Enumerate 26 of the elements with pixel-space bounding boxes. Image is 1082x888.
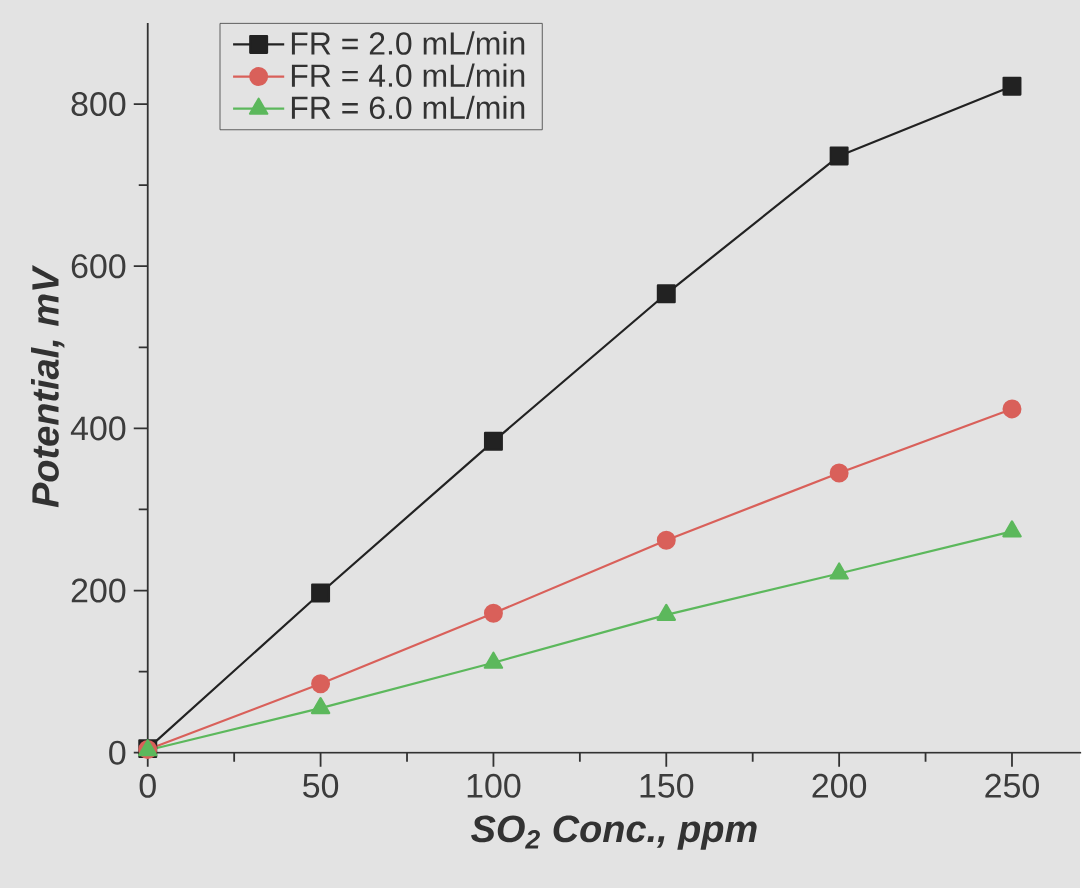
point <box>311 583 331 603</box>
x-axis-title: SO$_{2}$ Conc., ppm <box>471 815 757 850</box>
point <box>311 674 331 694</box>
point <box>829 463 849 483</box>
point <box>656 530 676 550</box>
y-tick-label: 800 <box>71 91 126 116</box>
point <box>483 431 503 451</box>
x-tick-label: 0 <box>139 773 156 798</box>
point <box>656 284 676 304</box>
y-tick-label: 400 <box>70 416 126 441</box>
x-tick-label: 150 <box>640 773 694 798</box>
point <box>1002 399 1022 419</box>
x-tick-label: 100 <box>467 773 521 798</box>
point <box>829 146 849 166</box>
y-tick-label: 0 <box>109 740 126 765</box>
x-tick-label: 200 <box>812 773 867 798</box>
x-tick-label: 50 <box>303 773 339 798</box>
point <box>1002 76 1022 96</box>
x-tick-label: 250 <box>985 773 1039 798</box>
y-tick-label: 200 <box>71 578 126 603</box>
y-axis-title: Potential, mV <box>31 264 65 508</box>
y-tick-label: 600 <box>71 253 126 279</box>
legend-label: FR = 2.0 mL/min <box>291 31 525 55</box>
legend-label: FR = 4.0 mL/min <box>291 63 525 87</box>
legend-label: FR = 6.0 mL/min <box>291 95 525 119</box>
point <box>483 603 503 623</box>
